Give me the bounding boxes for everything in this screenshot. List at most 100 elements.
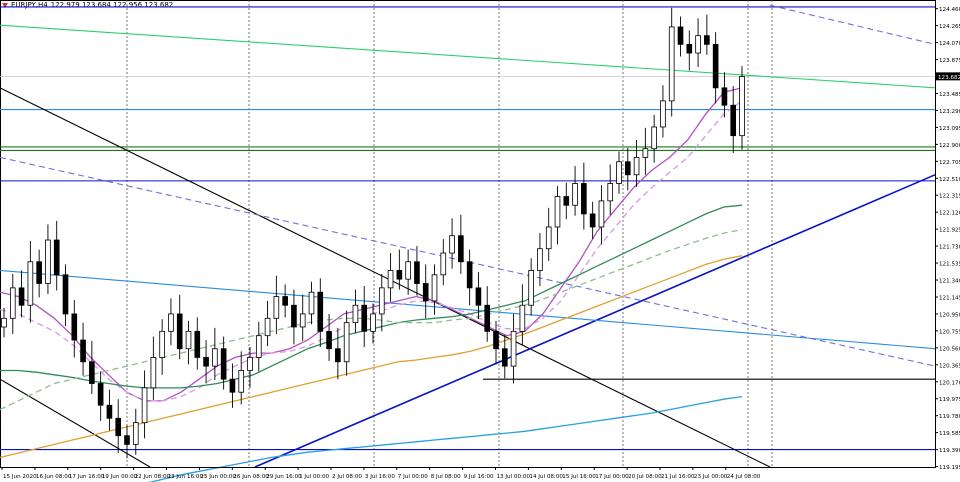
price-tick-label: 121.730 (939, 245, 960, 251)
candle-12 (106, 389, 113, 431)
candle-body (686, 43, 693, 54)
candle-20 (176, 294, 183, 360)
time-tick-label: 1 Jul 00:00 (299, 474, 329, 480)
moving-average-0 (0, 87, 743, 402)
price-tick-label: 121.340 (939, 279, 960, 285)
candle-body (212, 348, 218, 367)
candle-body (616, 161, 622, 184)
time-tick-label: 24 Jul 08:00 (727, 474, 761, 480)
candle-body (282, 296, 288, 306)
candle-9 (80, 322, 86, 376)
candle-body (229, 378, 236, 393)
candle-41 (361, 286, 368, 347)
candle-44 (387, 253, 394, 302)
candle-54 (475, 272, 482, 320)
candle-body (598, 200, 605, 228)
ohlc-readout: 122.979 123.684 122.956 123.682 (50, 1, 174, 9)
candle-body (730, 104, 737, 137)
candle-56 (493, 320, 499, 365)
candle-body (510, 330, 517, 367)
symbol-dropdown-icon[interactable] (2, 2, 8, 8)
time-tick-label: 8 Jul 08:00 (431, 474, 461, 480)
candle-body (739, 76, 745, 137)
price-tick-label: 122.900 (939, 143, 960, 149)
trendline-0 (0, 24, 936, 89)
candle-0 (1, 307, 7, 338)
price-tick-label: 120.560 (939, 346, 960, 352)
candle-body (89, 361, 95, 384)
price-tick-label: 121.145 (939, 295, 960, 301)
time-tick-label: 17 Jun 16:00 (69, 474, 105, 480)
candle-body (132, 422, 139, 445)
time-tick-label: 29 Jun 16:00 (266, 474, 302, 480)
candle-46 (405, 249, 411, 295)
candle-84 (739, 66, 745, 150)
candle-29 (255, 321, 262, 372)
price-tick-label: 122.315 (939, 194, 960, 200)
price-tick-label: 124.460 (939, 7, 960, 13)
candle-body (660, 100, 666, 128)
price-tick-label: 123.095 (939, 126, 960, 132)
time-tick-label: 7 Jul 00:00 (398, 474, 428, 480)
candle-body (220, 348, 227, 380)
candle-body (624, 161, 631, 176)
candle-17 (150, 336, 157, 401)
candle-52 (458, 214, 464, 274)
candle-body (396, 270, 403, 280)
time-tick-label: 2 Jul 08:00 (332, 474, 362, 480)
candle-63 (554, 186, 561, 245)
price-tick-label: 123.485 (939, 92, 960, 98)
candle-23 (203, 340, 209, 384)
candle-body (484, 304, 491, 332)
candle-body (466, 261, 473, 289)
candle-body (528, 270, 534, 306)
candle-35 (308, 281, 315, 325)
candle-30 (264, 300, 271, 347)
candle-body (185, 330, 192, 350)
candle-body (633, 157, 640, 176)
candle-60 (528, 258, 534, 316)
candle-36 (317, 278, 324, 347)
candle-79 (695, 18, 701, 67)
price-tick-label: 119.780 (939, 414, 960, 420)
time-tick-label: 17 Jul 00:00 (595, 474, 629, 480)
candle-body (299, 313, 306, 328)
candle-80 (704, 14, 710, 55)
candle-26 (229, 363, 236, 408)
candle-42 (370, 303, 376, 344)
candles (1, 7, 745, 459)
candle-body (475, 287, 482, 306)
candle-body (537, 248, 543, 271)
candle-45 (396, 249, 403, 290)
moving-average-2 (0, 204, 743, 389)
candle-25 (220, 336, 227, 390)
candle-body (704, 35, 710, 45)
candle-24 (212, 327, 218, 381)
candle-8 (71, 300, 78, 358)
candle-43 (378, 273, 385, 332)
time-tick-label: 3 Jul 16:00 (365, 474, 395, 480)
candle-50 (440, 239, 447, 286)
time-tick-label: 23 Jul 00:00 (694, 474, 728, 480)
time-tick-label: 20 Jul 08:00 (628, 474, 662, 480)
candle-78 (686, 30, 693, 71)
moving-average-1 (0, 100, 743, 402)
candle-body (255, 335, 262, 358)
candle-body (115, 417, 122, 437)
price-tick-label: 123.290 (939, 109, 960, 115)
candle-19 (168, 298, 174, 346)
price-tick-label: 122.120 (939, 211, 960, 217)
price-tick-label: 119.390 (939, 448, 960, 454)
candle-body (370, 313, 376, 332)
candle-body (668, 26, 675, 102)
candle-body (141, 387, 148, 424)
candle-71 (624, 147, 631, 191)
candle-body (27, 261, 34, 306)
candle-11 (97, 371, 104, 421)
candle-body (651, 126, 657, 150)
candle-4 (36, 249, 42, 298)
candle-body (712, 43, 719, 89)
candle-body (361, 304, 368, 332)
